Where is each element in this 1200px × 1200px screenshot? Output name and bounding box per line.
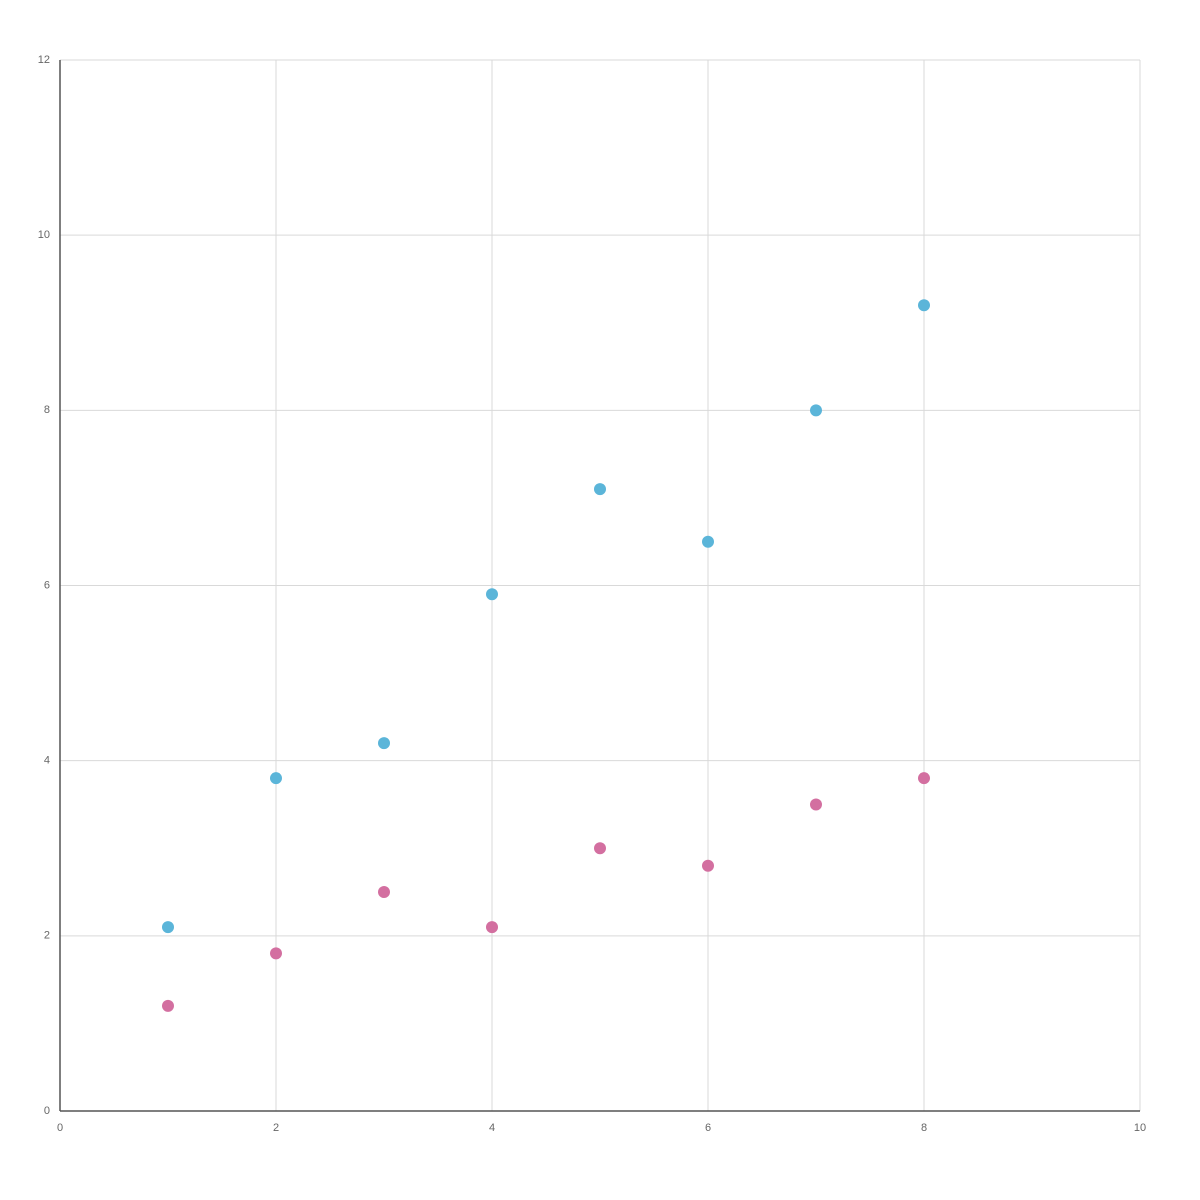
point [702, 859, 714, 872]
y-tick-label: 2 [44, 930, 50, 942]
point [594, 483, 606, 496]
x-tick-label: 8 [921, 1122, 927, 1134]
x-tick-label: 10 [1134, 1122, 1146, 1134]
point [162, 999, 174, 1012]
point [702, 535, 714, 548]
y-tick-label: 8 [44, 404, 50, 416]
y-tick-label: 4 [44, 755, 50, 767]
point [162, 921, 174, 934]
x-tick-label: 0 [57, 1122, 63, 1134]
point [486, 588, 498, 601]
point [270, 772, 282, 785]
point [270, 947, 282, 960]
y-tick-label: 6 [44, 579, 50, 591]
y-tick-label: 10 [38, 229, 50, 241]
x-tick-label: 2 [273, 1122, 279, 1134]
point [378, 886, 390, 899]
point [918, 772, 930, 785]
point [486, 921, 498, 934]
point [810, 798, 822, 811]
x-tick-label: 4 [489, 1122, 495, 1134]
point [594, 842, 606, 855]
point [918, 299, 930, 312]
point [810, 404, 822, 417]
y-tick-label: 12 [38, 54, 50, 66]
x-tick-label: 6 [705, 1122, 711, 1134]
y-tick-label: 0 [44, 1105, 50, 1117]
point [378, 737, 390, 750]
